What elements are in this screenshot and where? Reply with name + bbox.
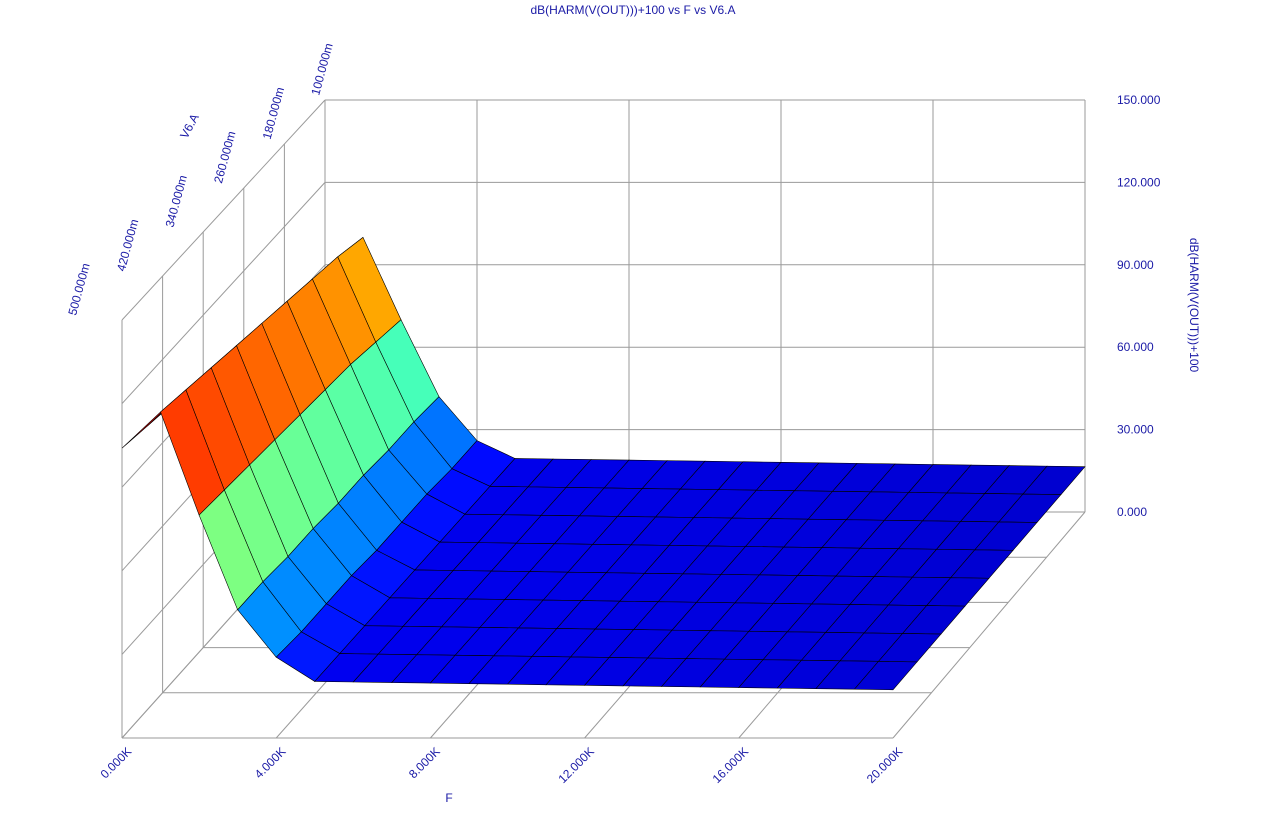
- grid-line: [121, 182, 326, 404]
- y-tick-label: 340.000m: [163, 174, 190, 229]
- y-tick-label: 420.000m: [114, 218, 141, 273]
- x-tick-label: 12.000K: [555, 744, 597, 786]
- chart-title: dB(HARM(V(OUT)))+100 vs F vs V6.A: [530, 3, 735, 17]
- z-tick-label: 30.000: [1117, 423, 1154, 437]
- z-axis-title: dB(HARM(V(OUT)))+100: [1187, 238, 1201, 373]
- x-axis-title: F: [445, 791, 452, 805]
- x-tick-label: 8.000K: [406, 744, 443, 781]
- y-axis-title: V6.A: [177, 111, 202, 141]
- y-tick-label: 180.000m: [260, 86, 287, 141]
- x-tick-label: 16.000K: [710, 744, 752, 786]
- z-tick-label: 90.000: [1117, 258, 1154, 272]
- y-tick-label: 260.000m: [211, 130, 238, 185]
- x-tick-label: 20.000K: [864, 744, 906, 786]
- grid-line: [892, 511, 1086, 739]
- z-tick-label: 120.000: [1117, 175, 1161, 189]
- z-tick-label: 150.000: [1117, 93, 1161, 107]
- x-tick-label: 0.000K: [98, 744, 135, 781]
- z-tick-label: 60.000: [1117, 340, 1154, 354]
- surface-patch: [853, 661, 918, 691]
- y-tick-label: 500.000m: [65, 262, 92, 317]
- grid-line: [121, 99, 326, 321]
- y-tick-label: 100.000m: [308, 42, 335, 97]
- x-tick-label: 4.000K: [252, 744, 289, 781]
- z-tick-label: 0.000: [1117, 505, 1147, 519]
